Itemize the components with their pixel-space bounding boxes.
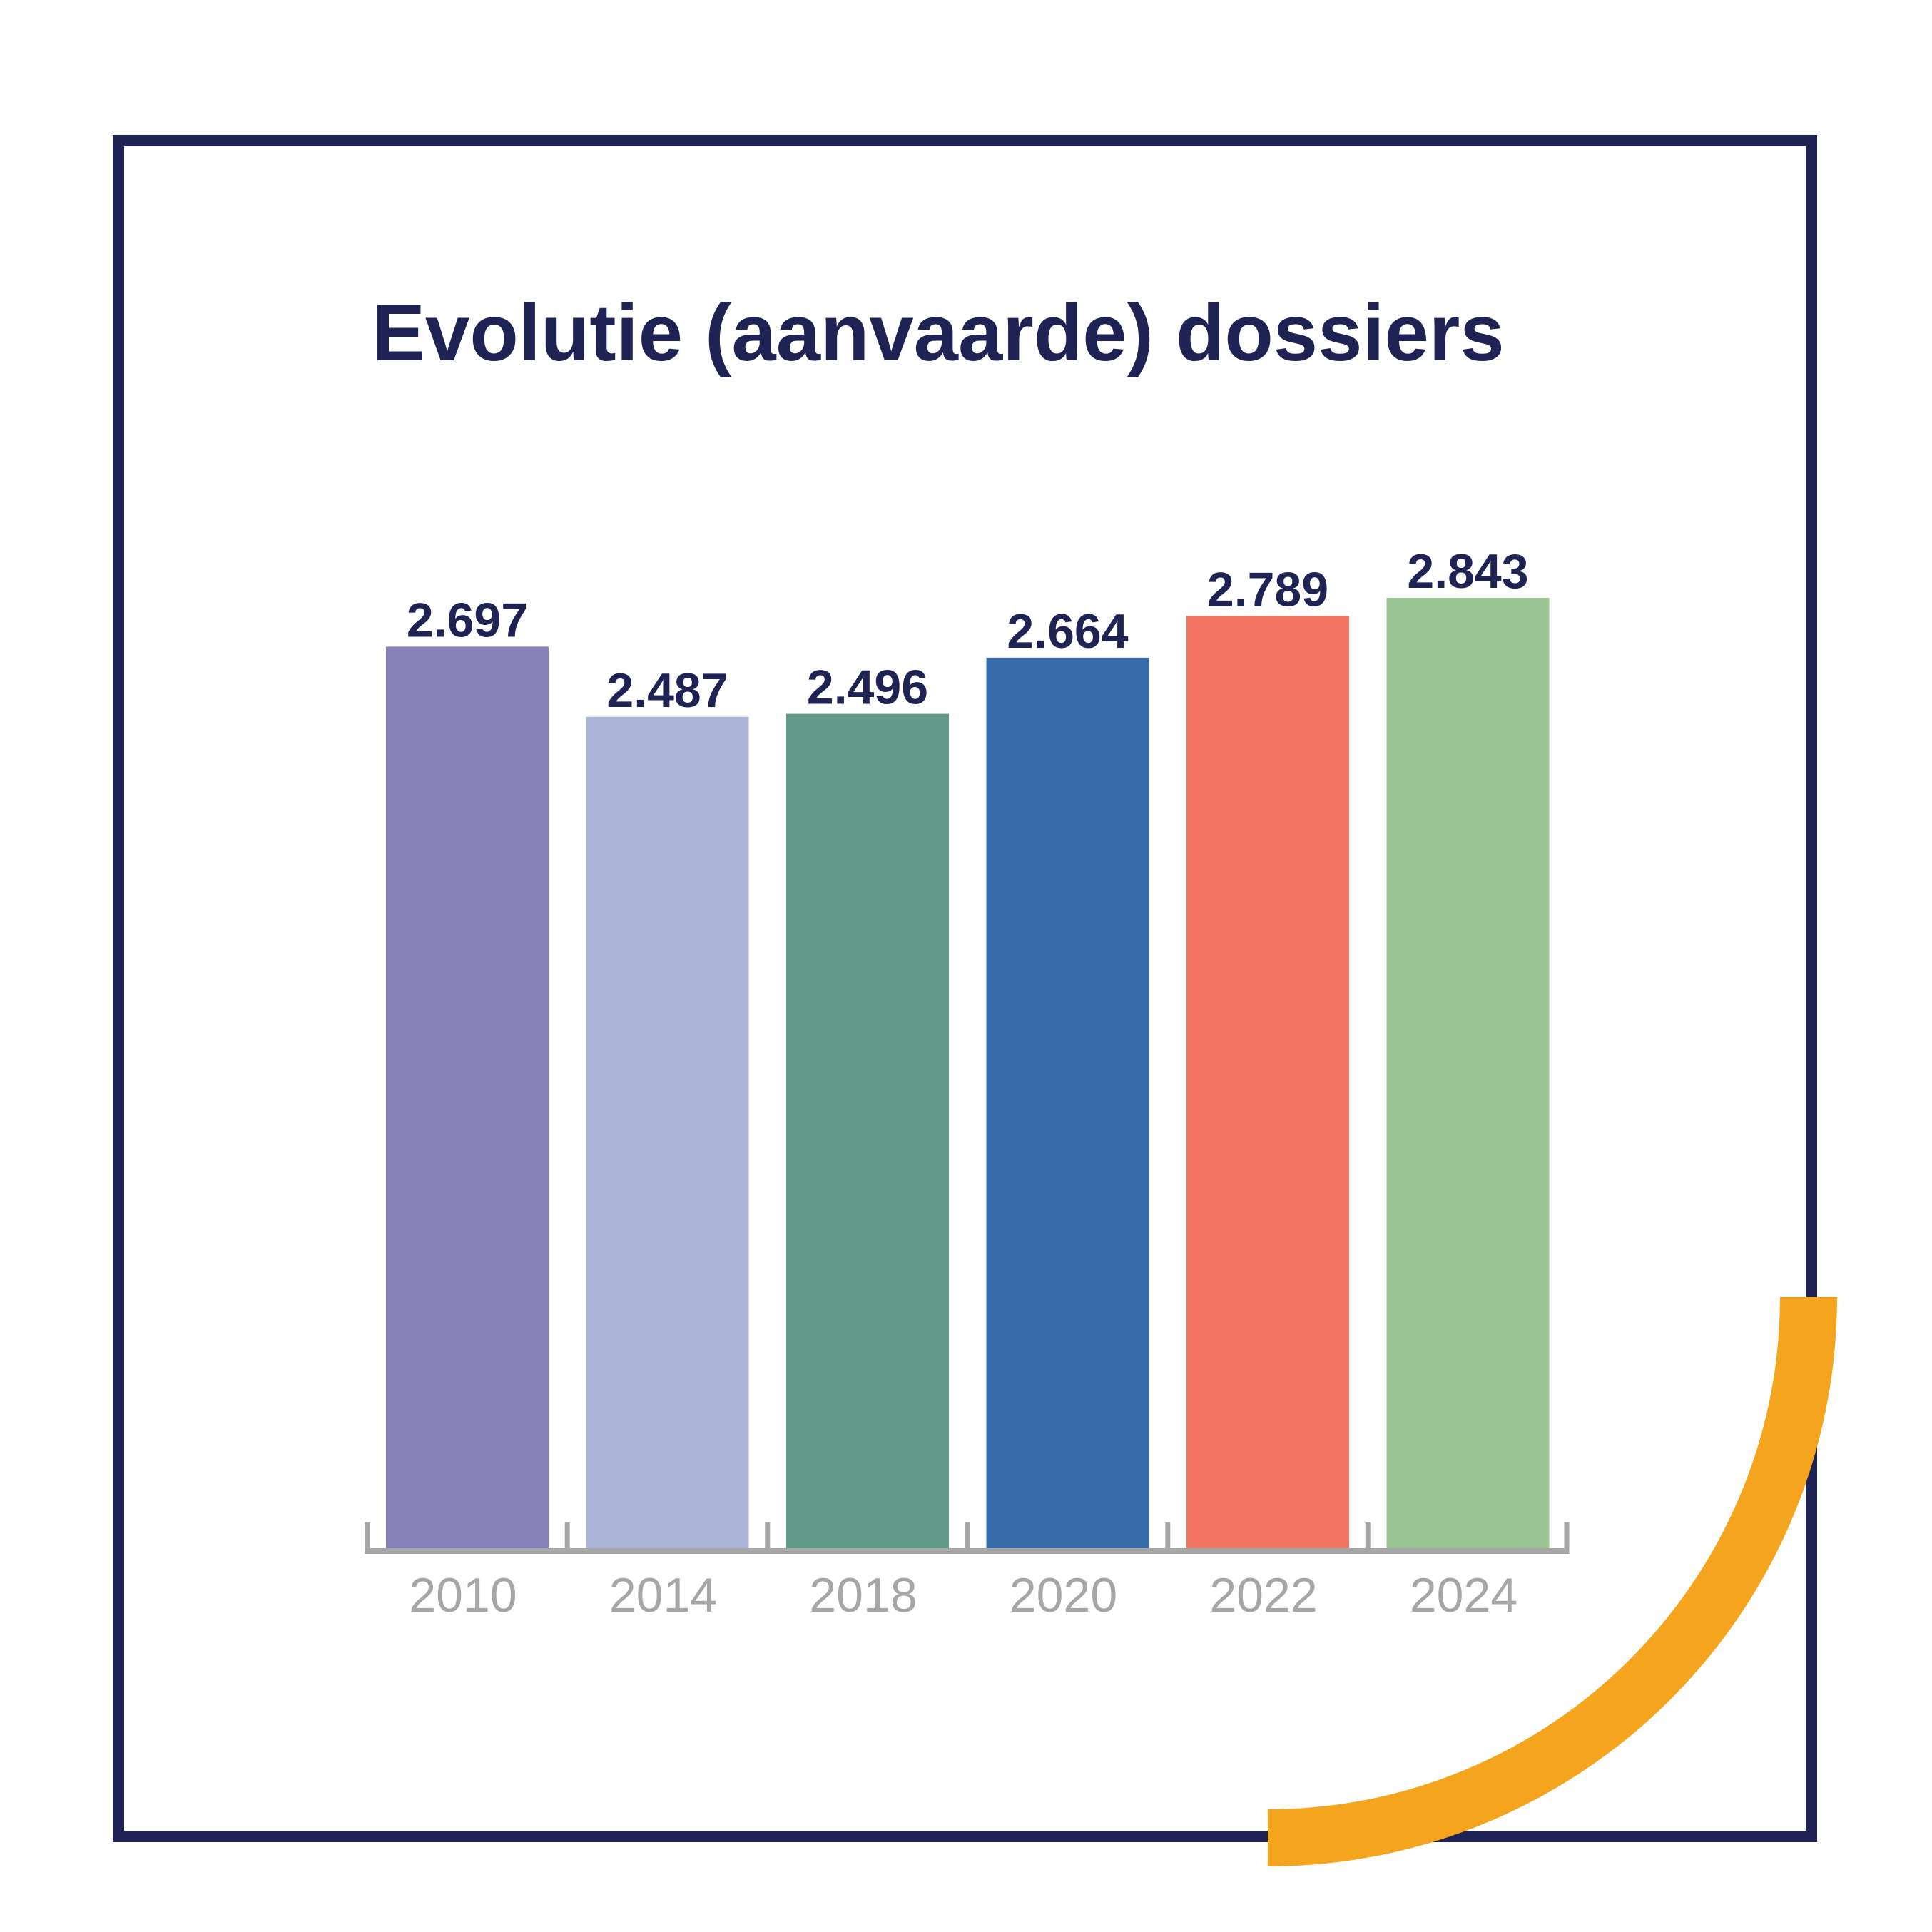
x-tick-label-2018: 2018 [809,1568,917,1622]
x-tick-labels: 2010 2014 2018 2020 2022 2024 [409,1568,1517,1622]
value-label-2020: 2.664 [1007,604,1128,659]
x-tick-label-2010: 2010 [409,1568,517,1622]
bars [386,598,1550,1548]
x-tick-label-2014: 2014 [609,1568,717,1622]
bar-2020 [986,657,1149,1548]
value-label-2018: 2.496 [807,661,928,715]
value-label-2014: 2.487 [606,664,728,718]
x-tick-label-2022: 2022 [1209,1568,1317,1622]
value-label-2022: 2.789 [1207,562,1328,616]
x-tick-label-2020: 2020 [1010,1568,1117,1622]
chart-title: Evolutie (aanvaarde) dossiers [372,288,1504,377]
bar-2018 [786,713,949,1548]
bar-2022 [1186,616,1349,1548]
bar-2014 [586,716,749,1548]
x-tick-label-2024: 2024 [1410,1568,1517,1622]
accent-arc [1267,1296,1837,1866]
x-axis [365,1522,1570,1554]
outer-frame [113,135,1817,1842]
bar-2010 [386,646,549,1548]
value-label-2024: 2.843 [1407,544,1528,599]
bar-2024 [1386,598,1550,1548]
value-label-2010: 2.697 [407,593,528,647]
value-labels: 2.697 2.487 2.496 2.664 2.789 2.843 [407,544,1529,718]
